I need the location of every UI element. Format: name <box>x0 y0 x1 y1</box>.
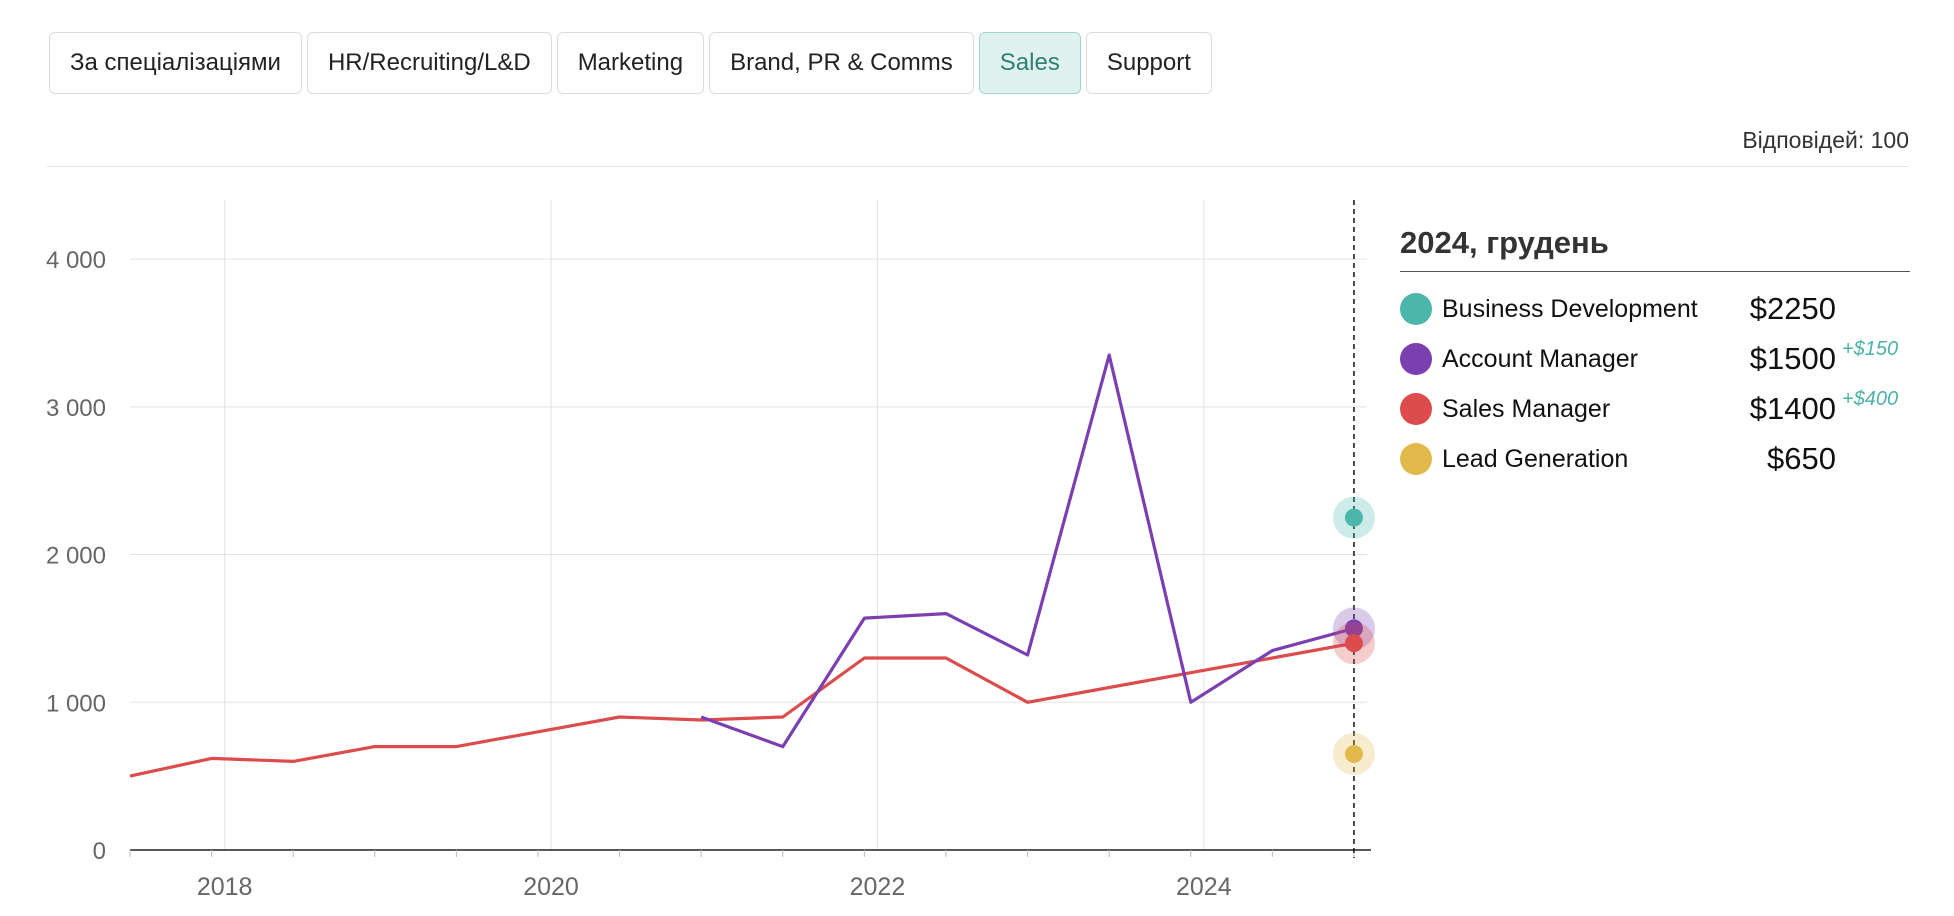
salary-line-chart: 0 1 000 2 000 3 000 4 000 2018 2020 2022 2024 <box>46 200 1375 901</box>
marker-dot <box>1344 634 1363 653</box>
series-dot-icon <box>1400 343 1432 375</box>
legend-label: Sales Manager <box>1442 394 1611 423</box>
hover-legend: 2024, грудень Business Development $2250… <box>1400 225 1910 484</box>
specialization-tabs: За спеціалізаціями HR/Recruiting/L&D Mar… <box>49 32 1212 94</box>
tab-brand-pr-comms[interactable]: Brand, PR & Comms <box>709 32 974 94</box>
marker-dot <box>1344 508 1363 527</box>
x-tick-label: 2020 <box>523 873 579 901</box>
x-tick-label: 2022 <box>850 873 906 901</box>
series-dot-icon <box>1400 293 1432 325</box>
x-axis: 2018 2020 2022 2024 <box>129 849 1371 901</box>
y-axis: 0 1 000 2 000 3 000 4 000 <box>46 247 106 865</box>
legend-value: $1400 <box>1749 391 1836 426</box>
legend-delta: +$400 <box>1842 388 1899 410</box>
y-tick-label: 1 000 <box>46 690 106 717</box>
series-marker <box>1332 607 1375 650</box>
chart-markers <box>1332 496 1375 775</box>
tab-marketing[interactable]: Marketing <box>556 32 705 94</box>
tab-hr-recruiting[interactable]: HR/Recruiting/L&D <box>306 32 552 94</box>
legend-label: Lead Generation <box>1442 444 1629 473</box>
chart-series <box>129 353 1355 778</box>
legend-delta: +$150 <box>1842 338 1899 360</box>
legend-item: Account Manager $1500 +$150 <box>1400 334 1910 384</box>
legend-value: $650 <box>1767 441 1836 476</box>
y-tick-label: 2 000 <box>46 543 106 570</box>
legend-title: 2024, грудень <box>1400 225 1910 272</box>
x-tick-label: 2024 <box>1176 873 1232 901</box>
y-tick-label: 3 000 <box>46 395 106 422</box>
legend-item: Sales Manager $1400 +$400 <box>1400 384 1910 434</box>
chart-grid <box>130 200 1367 850</box>
tab-sales[interactable]: Sales <box>978 32 1081 94</box>
marker-dot <box>1344 744 1363 763</box>
tab-support[interactable]: Support <box>1085 32 1212 94</box>
series-line <box>129 641 1355 778</box>
series-line <box>700 353 1355 749</box>
legend-label: Business Development <box>1442 294 1698 323</box>
series-marker <box>1332 496 1375 539</box>
series-marker <box>1332 732 1375 775</box>
y-tick-label: 4 000 <box>46 247 106 274</box>
series-dot-icon <box>1400 393 1432 425</box>
marker-dot <box>1344 619 1363 638</box>
legend-value: $2250 <box>1749 291 1836 326</box>
y-tick-label: 0 <box>93 838 106 865</box>
header-divider <box>47 166 1909 167</box>
series-dot-icon <box>1400 443 1432 475</box>
tab-by-specialization[interactable]: За спеціалізаціями <box>49 32 302 94</box>
legend-label: Account Manager <box>1442 344 1638 373</box>
x-tick-label: 2018 <box>197 873 253 901</box>
legend-value: $1500 <box>1749 341 1836 376</box>
series-marker <box>1332 622 1375 665</box>
responses-count: Відповідей: 100 <box>1742 127 1909 153</box>
legend-item: Lead Generation $650 <box>1400 434 1910 484</box>
legend-item: Business Development $2250 <box>1400 284 1910 334</box>
